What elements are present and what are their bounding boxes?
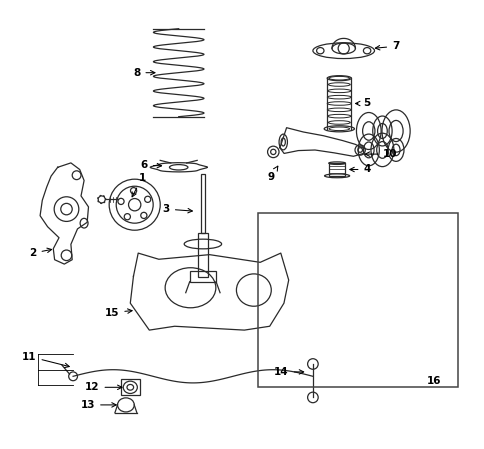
Bar	[197, 233, 207, 277]
Text: 12: 12	[85, 382, 121, 392]
Text: 9: 9	[267, 166, 277, 182]
Bar	[257, 214, 457, 387]
Text: 3: 3	[162, 204, 192, 214]
Text: 2: 2	[29, 248, 51, 258]
Text: 1: 1	[132, 173, 145, 197]
Text: 4: 4	[349, 164, 370, 175]
Text: 14: 14	[273, 367, 303, 377]
Text: 7: 7	[375, 41, 399, 51]
Bar	[328, 163, 345, 176]
Text: 8: 8	[133, 68, 154, 78]
Text: 6: 6	[140, 160, 161, 170]
Text: 5: 5	[355, 98, 370, 109]
Text: 13: 13	[80, 400, 116, 410]
Text: 11: 11	[22, 352, 69, 368]
Text: 16: 16	[426, 376, 440, 386]
Text: 15: 15	[105, 308, 132, 317]
Text: 10: 10	[364, 149, 397, 159]
Bar	[189, 271, 216, 282]
Bar	[121, 379, 140, 395]
Bar	[201, 174, 204, 233]
